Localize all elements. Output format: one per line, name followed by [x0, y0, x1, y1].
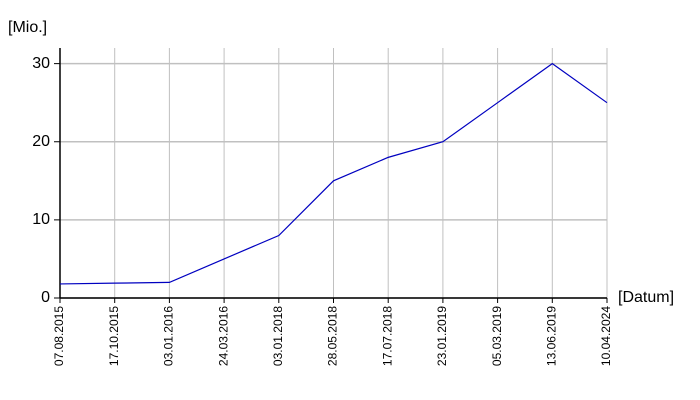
- x-tick-label: 10.04.2024: [599, 306, 613, 366]
- x-tick-label: 28.05.2018: [326, 306, 340, 366]
- x-axis-label: [Datum]: [618, 289, 674, 306]
- x-tick-label: 13.06.2019: [544, 306, 558, 366]
- y-tick-label: 20: [32, 133, 50, 150]
- data-line: [59, 62, 608, 285]
- x-tick-label: 23.01.2019: [435, 306, 449, 366]
- x-tick-label: 24.03.2016: [216, 306, 230, 366]
- x-tick-label: 07.08.2015: [52, 306, 66, 366]
- x-tick-label: 17.07.2018: [380, 306, 394, 366]
- x-tick-label: 03.01.2016: [162, 306, 176, 366]
- y-tick-label: 30: [32, 55, 50, 72]
- y-tick-label: 0: [41, 289, 50, 306]
- y-tick-label: 10: [32, 211, 50, 228]
- x-tick-label: 17.10.2015: [107, 306, 121, 366]
- y-axis-label: [Mio.]: [8, 19, 47, 36]
- x-tick-label: 03.01.2018: [271, 306, 285, 366]
- x-tick-label: 05.03.2019: [490, 306, 504, 366]
